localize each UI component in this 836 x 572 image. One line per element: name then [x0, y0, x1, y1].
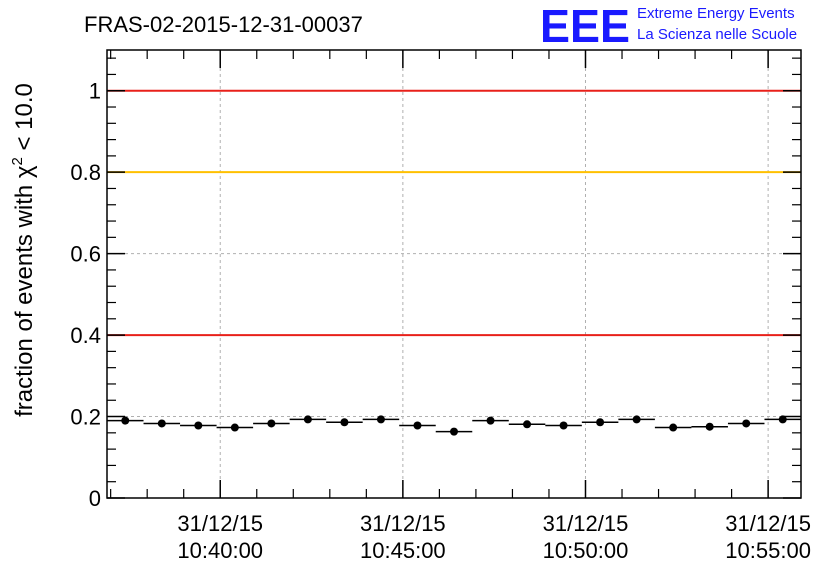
y-tick-label: 0.6 — [70, 242, 101, 267]
plot-frame — [106, 49, 802, 499]
data-point — [705, 422, 714, 431]
data-point — [413, 421, 422, 430]
reference-lines — [107, 89, 801, 337]
x-tick-date: 31/12/15 — [543, 511, 629, 536]
data-point — [486, 416, 495, 425]
data-point — [194, 421, 203, 430]
logo-line1: Extreme Energy Events — [637, 5, 795, 22]
data-point — [669, 423, 678, 432]
x-tick-time: 10:45:00 — [360, 538, 446, 563]
data-point — [778, 415, 787, 424]
tick-labels: 00.20.40.60.8131/12/1510:40:0031/12/1510… — [70, 79, 811, 563]
x-tick-date: 31/12/15 — [360, 511, 446, 536]
y-tick-label: 0.8 — [70, 160, 101, 185]
data-point — [632, 415, 641, 424]
data-point — [523, 420, 532, 429]
y-tick-label: 1 — [89, 79, 101, 104]
data-point — [340, 418, 349, 427]
logo-line2: La Scienza nelle Scuole — [637, 26, 797, 43]
data-point — [596, 418, 605, 427]
data-point — [267, 419, 276, 428]
y-tick-label: 0.2 — [70, 405, 101, 430]
x-tick-date: 31/12/15 — [177, 511, 263, 536]
x-tick-time: 10:55:00 — [725, 538, 811, 563]
data-point — [303, 415, 312, 424]
data-point — [450, 427, 458, 436]
data-points — [107, 415, 801, 436]
data-point — [376, 415, 385, 424]
x-tick-time: 10:40:00 — [177, 538, 263, 563]
data-point — [121, 416, 130, 425]
data-point — [230, 423, 239, 432]
data-point — [559, 421, 568, 430]
axis-ticks — [107, 50, 801, 499]
x-tick-time: 10:50:00 — [543, 538, 629, 563]
y-axis-label: fraction of events with χ2 < 10.0 — [9, 83, 38, 417]
data-point — [157, 419, 166, 428]
x-tick-date: 31/12/15 — [725, 511, 811, 536]
y-tick-label: 0.4 — [70, 323, 101, 348]
chart-title: FRAS-02-2015-12-31-00037 — [84, 12, 363, 37]
data-point — [742, 419, 751, 428]
logo-mark: EEE — [540, 0, 630, 52]
eee-logo: EEE Extreme Energy Events La Scienza nel… — [540, 0, 797, 52]
y-tick-label: 0 — [89, 486, 101, 511]
